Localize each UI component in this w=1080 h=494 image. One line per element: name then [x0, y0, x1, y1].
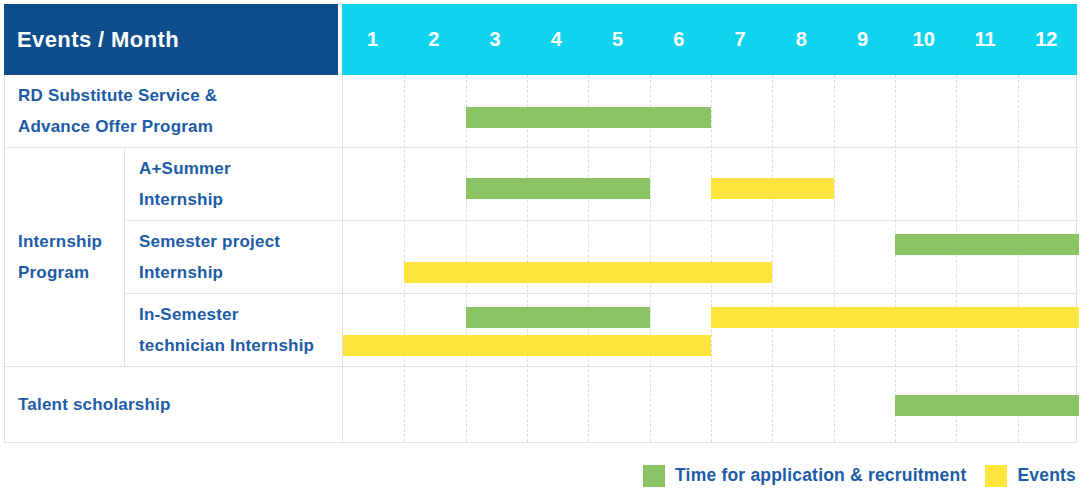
label-line: Internship: [139, 184, 342, 215]
row-label-a-plus-summer-internship: A+Summer Internship: [125, 147, 342, 220]
label-line: Semester project: [139, 226, 342, 257]
gantt-bar-application: [466, 107, 711, 128]
legend: Time for application & recruitment Event…: [643, 464, 1076, 487]
label-line: Internship: [139, 257, 342, 288]
gantt-row: [343, 366, 1079, 443]
gantt-bar-event: [404, 262, 772, 283]
label-line: Program: [18, 257, 124, 288]
month-header-cell: 1: [342, 4, 403, 75]
legend-label-event: Events: [1017, 465, 1076, 486]
month-header-cell: 8: [771, 4, 832, 75]
month-header-cell: 11: [955, 4, 1016, 75]
gantt-bar-event: [711, 178, 834, 199]
row-label-semester-project-internship: Semester project Internship: [125, 220, 342, 293]
gantt-row: [343, 147, 1079, 220]
gantt-bar-event: [711, 307, 1079, 328]
legend-swatch-event: [985, 465, 1007, 487]
legend-label-application: Time for application & recruitment: [675, 465, 966, 486]
month-header-cell: 2: [403, 4, 464, 75]
group-label-internship-program: Internship Program: [5, 147, 125, 366]
gantt-bar-application: [466, 307, 650, 328]
legend-swatch-application: [643, 465, 665, 487]
gantt-bar-application: [895, 234, 1079, 255]
gantt-row: [343, 75, 1079, 147]
row-labels-column: RD Substitute Service & Advance Offer Pr…: [5, 75, 342, 442]
page-title: Events / Month: [17, 27, 179, 53]
label-line: Advance Offer Program: [18, 111, 342, 142]
month-header-cell: 7: [710, 4, 771, 75]
month-header-cell: 6: [648, 4, 709, 75]
gantt-bar-application: [895, 395, 1079, 416]
row-label-rd-substitute-service: RD Substitute Service & Advance Offer Pr…: [5, 75, 342, 147]
gantt-bar-event: [343, 335, 711, 356]
label-line: technician Internship: [139, 330, 342, 361]
gantt-schedule-chart: Events / Month 123456789101112 RD Substi…: [0, 0, 1080, 494]
month-header-cell: 9: [832, 4, 893, 75]
label-line: A+Summer: [139, 153, 342, 184]
month-header-cell: 5: [587, 4, 648, 75]
row-label-in-semester-technician-internship: In-Semester technician Internship: [125, 293, 342, 366]
chart-body: RD Substitute Service & Advance Offer Pr…: [4, 75, 1077, 443]
month-header-cell: 12: [1016, 4, 1077, 75]
gantt-plot-area: [342, 75, 1078, 442]
label-line: In-Semester: [139, 299, 342, 330]
label-line: Internship: [18, 226, 124, 257]
row-label-talent-scholarship: Talent scholarship: [5, 366, 342, 443]
gantt-row: [343, 293, 1079, 366]
month-header-cell: 10: [893, 4, 954, 75]
month-header-row: 123456789101112: [342, 4, 1077, 75]
month-header-cell: 4: [526, 4, 587, 75]
gantt-row: [343, 220, 1079, 293]
month-header-cell: 3: [465, 4, 526, 75]
label-line: Talent scholarship: [18, 389, 342, 420]
gantt-bar-application: [466, 178, 650, 199]
label-line: RD Substitute Service &: [18, 80, 342, 111]
events-month-header-cell: Events / Month: [4, 4, 338, 75]
